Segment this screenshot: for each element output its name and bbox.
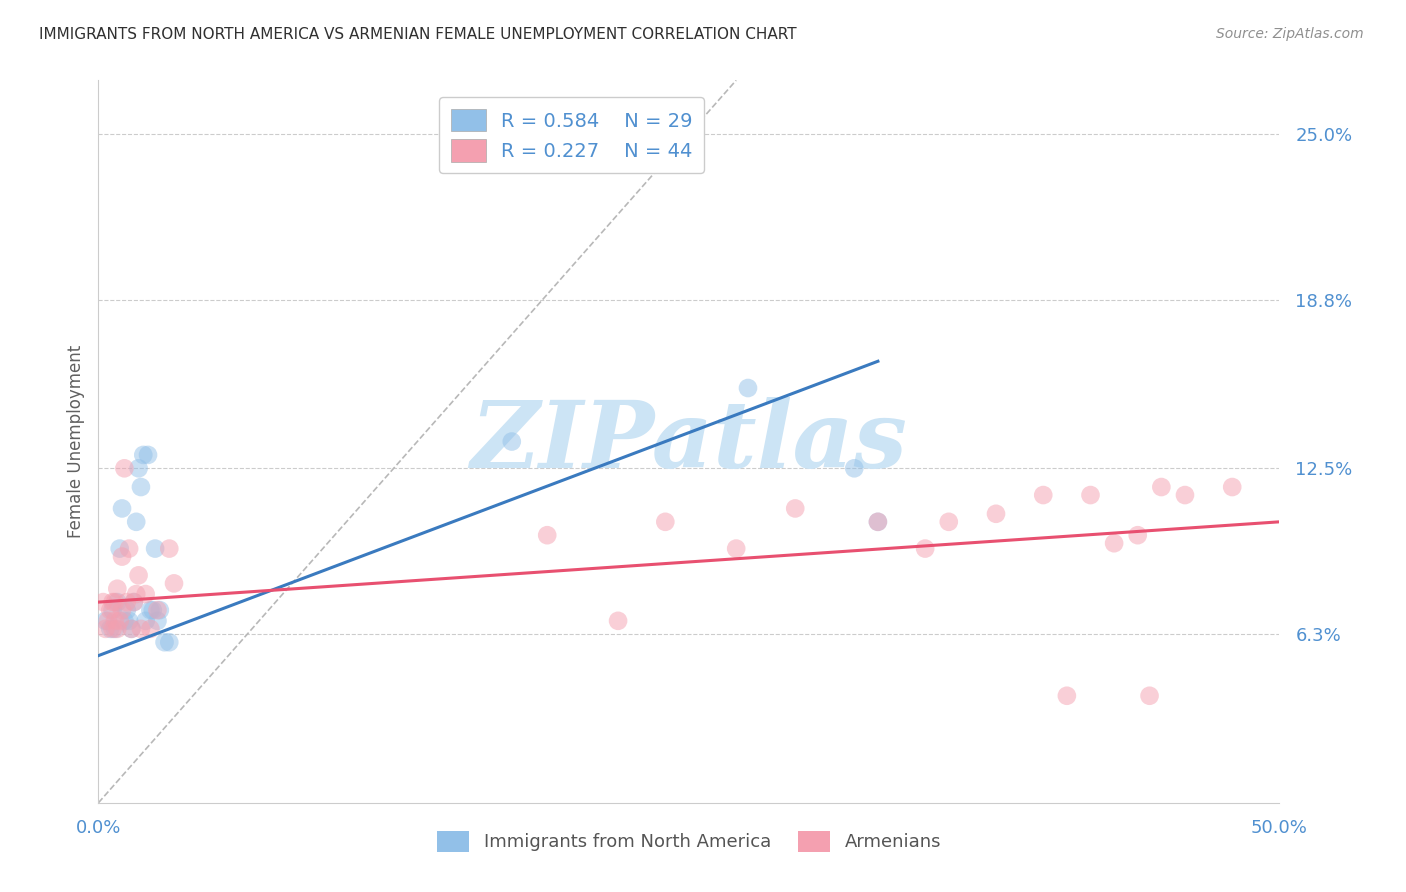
- Point: [98, 622, 121, 636]
- Point: [136, 448, 159, 462]
- Point: [104, 614, 127, 628]
- Point: [984, 507, 1007, 521]
- Point: [115, 595, 138, 609]
- Point: [1102, 536, 1125, 550]
- Point: [914, 541, 936, 556]
- Point: [129, 480, 152, 494]
- Point: [153, 635, 176, 649]
- Point: [121, 622, 143, 636]
- Point: [108, 541, 131, 556]
- Point: [111, 501, 134, 516]
- Point: [866, 515, 889, 529]
- Point: [844, 461, 866, 475]
- Point: [129, 622, 152, 636]
- Point: [111, 603, 134, 617]
- Point: [97, 614, 120, 628]
- Point: [1032, 488, 1054, 502]
- Point: [163, 576, 186, 591]
- Point: [101, 622, 124, 636]
- Point: [607, 614, 630, 628]
- Point: [146, 614, 169, 628]
- Point: [146, 603, 169, 617]
- Point: [157, 541, 180, 556]
- Point: [536, 528, 558, 542]
- Point: [94, 614, 117, 628]
- Point: [866, 515, 889, 529]
- Point: [122, 595, 145, 609]
- Point: [91, 595, 114, 609]
- Point: [149, 603, 172, 617]
- Point: [157, 635, 180, 649]
- Point: [1126, 528, 1149, 542]
- Point: [135, 614, 157, 628]
- Point: [1080, 488, 1102, 502]
- Point: [139, 622, 162, 636]
- Point: [105, 582, 128, 596]
- Point: [128, 461, 150, 475]
- Point: [501, 434, 523, 449]
- Point: [105, 622, 128, 636]
- Point: [135, 587, 157, 601]
- Point: [938, 515, 960, 529]
- Point: [94, 622, 117, 636]
- Point: [101, 603, 124, 617]
- Point: [104, 622, 127, 636]
- Point: [118, 541, 141, 556]
- Point: [132, 448, 155, 462]
- Y-axis label: Female Unemployment: Female Unemployment: [66, 345, 84, 538]
- Text: IMMIGRANTS FROM NORTH AMERICA VS ARMENIAN FEMALE UNEMPLOYMENT CORRELATION CHART: IMMIGRANTS FROM NORTH AMERICA VS ARMENIA…: [39, 27, 797, 42]
- Point: [139, 603, 162, 617]
- Point: [785, 501, 807, 516]
- Point: [108, 614, 131, 628]
- Point: [125, 515, 148, 529]
- Text: ZIPatlas: ZIPatlas: [471, 397, 907, 486]
- Point: [121, 622, 143, 636]
- Point: [128, 568, 150, 582]
- Point: [112, 461, 135, 475]
- Point: [1174, 488, 1197, 502]
- Point: [1056, 689, 1078, 703]
- Point: [104, 595, 127, 609]
- Point: [118, 614, 141, 628]
- Point: [654, 515, 676, 529]
- Point: [142, 603, 165, 617]
- Point: [98, 603, 121, 617]
- Point: [1139, 689, 1161, 703]
- Point: [737, 381, 759, 395]
- Text: Source: ZipAtlas.com: Source: ZipAtlas.com: [1216, 27, 1364, 41]
- Point: [125, 587, 148, 601]
- Point: [111, 549, 134, 564]
- Point: [101, 595, 124, 609]
- Point: [1150, 480, 1173, 494]
- Point: [143, 541, 166, 556]
- Point: [725, 541, 748, 556]
- Point: [105, 595, 128, 609]
- Legend: Immigrants from North America, Armenians: Immigrants from North America, Armenians: [429, 823, 949, 859]
- Point: [115, 603, 138, 617]
- Point: [112, 614, 135, 628]
- Point: [122, 595, 145, 609]
- Point: [1220, 480, 1243, 494]
